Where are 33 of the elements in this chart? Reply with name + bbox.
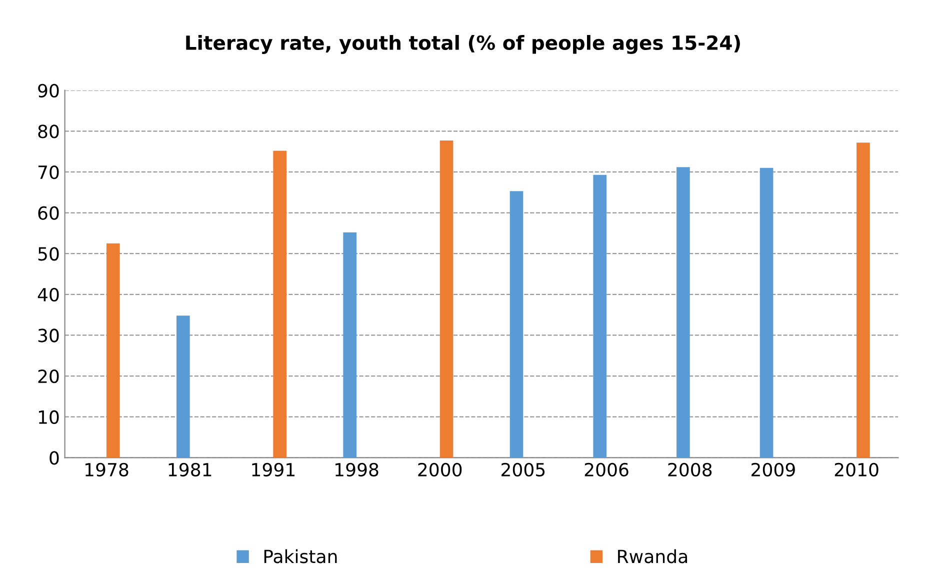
bar <box>440 140 454 458</box>
y-tick-label: 60 <box>38 206 59 220</box>
y-tick-label: 0 <box>50 451 59 465</box>
y-tick-label: 80 <box>38 124 59 138</box>
bar <box>343 232 357 458</box>
x-tick-label: 2005 <box>502 462 545 476</box>
y-tick-label: 10 <box>38 410 59 424</box>
bar <box>176 316 190 458</box>
x-tick-label: 2000 <box>418 462 462 476</box>
y-tick-label: 40 <box>38 288 59 302</box>
legend-label: Rwanda <box>618 549 687 564</box>
x-tick-label: 1991 <box>252 462 294 476</box>
y-tick-label: 20 <box>38 369 59 384</box>
bar <box>273 150 287 458</box>
x-tick-label: 1978 <box>86 462 128 476</box>
x-tick-label: 2008 <box>668 462 712 476</box>
legend-label: Pakistan <box>264 549 337 564</box>
bar <box>676 167 690 458</box>
bar <box>593 174 607 458</box>
y-tick-label: 70 <box>38 165 59 180</box>
x-tick-label: 2009 <box>752 462 795 476</box>
bar <box>106 243 120 458</box>
y-tick-label: 30 <box>38 328 59 342</box>
chart-title: Literacy rate, youth total (% of people ages 15-24) <box>186 34 740 54</box>
y-tick-label: 90 <box>38 84 59 98</box>
x-tick-label: 2006 <box>584 462 628 476</box>
x-tick-label: 1981 <box>168 462 212 476</box>
bar <box>856 142 870 458</box>
bar <box>510 191 524 458</box>
x-tick-label: 1998 <box>336 462 378 476</box>
x-tick-label: 2010 <box>834 462 878 476</box>
y-tick-label: 50 <box>38 247 59 261</box>
bar <box>760 168 774 458</box>
